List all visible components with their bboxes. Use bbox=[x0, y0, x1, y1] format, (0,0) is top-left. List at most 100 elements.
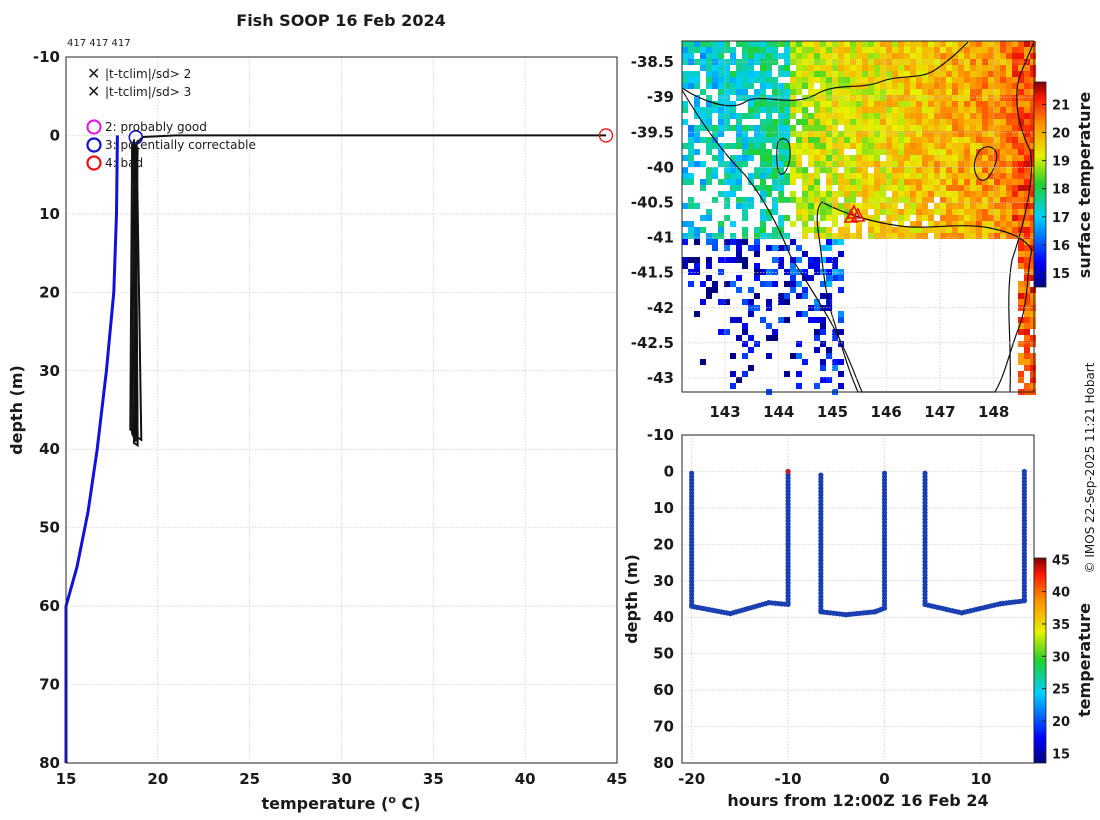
sst-cell bbox=[940, 77, 946, 83]
sst-cell bbox=[922, 41, 928, 47]
sst-cell bbox=[796, 341, 802, 347]
sst-cell bbox=[850, 71, 856, 77]
sst-cell bbox=[694, 239, 700, 245]
sst-cell bbox=[952, 77, 958, 83]
sst-cell bbox=[928, 77, 934, 83]
sst-cell bbox=[736, 89, 742, 95]
sst-cell bbox=[760, 53, 766, 59]
sst-cell bbox=[1024, 41, 1030, 47]
sst-cell bbox=[784, 197, 790, 203]
sst-cell bbox=[1024, 101, 1030, 107]
sst-cell bbox=[820, 227, 826, 233]
sst-cell bbox=[1006, 185, 1012, 191]
sst-cell bbox=[910, 209, 916, 215]
map-y-tick: -39.5 bbox=[631, 123, 674, 141]
sst-cell bbox=[934, 101, 940, 107]
sst-cell bbox=[1018, 299, 1024, 305]
sst-cell bbox=[784, 299, 790, 305]
sst-cell bbox=[934, 149, 940, 155]
sst-cell bbox=[736, 239, 742, 245]
sst-cell bbox=[970, 221, 976, 227]
sst-cell bbox=[880, 95, 886, 101]
sst-cell bbox=[772, 161, 778, 167]
sst-cell bbox=[916, 107, 922, 113]
sst-cell bbox=[748, 335, 754, 341]
sst-cell bbox=[970, 179, 976, 185]
sst-cell bbox=[808, 83, 814, 89]
sst-cell bbox=[886, 101, 892, 107]
sst-cell bbox=[970, 83, 976, 89]
sst-cell bbox=[796, 137, 802, 143]
sst-cell bbox=[802, 137, 808, 143]
sst-cell bbox=[790, 95, 796, 101]
sst-cell bbox=[898, 197, 904, 203]
sst-cell bbox=[682, 233, 688, 239]
sst-cell bbox=[892, 89, 898, 95]
sst-cell bbox=[802, 185, 808, 191]
section-point bbox=[1021, 598, 1027, 604]
sst-cell bbox=[784, 281, 790, 287]
sst-cell bbox=[976, 191, 982, 197]
sst-cell bbox=[910, 107, 916, 113]
sst-cell bbox=[688, 197, 694, 203]
sst-cell bbox=[1024, 263, 1030, 269]
sst-cell bbox=[772, 101, 778, 107]
sst-cell bbox=[724, 281, 730, 287]
sst-cell bbox=[934, 173, 940, 179]
sst-cell bbox=[1030, 113, 1036, 119]
sst-cell bbox=[922, 83, 928, 89]
sst-cell bbox=[964, 203, 970, 209]
sst-cell bbox=[742, 209, 748, 215]
sst-cell bbox=[868, 125, 874, 131]
sst-cell bbox=[1024, 179, 1030, 185]
sst-cell bbox=[748, 287, 754, 293]
sst-cell bbox=[778, 119, 784, 125]
sst-cell bbox=[988, 161, 994, 167]
sst-cell bbox=[832, 197, 838, 203]
sst-cell bbox=[718, 107, 724, 113]
sst-cell bbox=[874, 233, 880, 239]
sst-cell bbox=[1030, 353, 1036, 359]
sst-cell bbox=[1018, 263, 1024, 269]
sst-cell bbox=[1024, 311, 1030, 317]
sst-cell bbox=[712, 41, 718, 47]
sst-cell bbox=[976, 95, 982, 101]
sst-cell bbox=[796, 209, 802, 215]
profile-x-tick: 25 bbox=[239, 770, 260, 788]
sst-cell bbox=[796, 311, 802, 317]
sst-cell bbox=[832, 41, 838, 47]
sst-cell bbox=[814, 191, 820, 197]
sst-cell bbox=[844, 53, 850, 59]
legend-qc-2: 2: probably good bbox=[86, 119, 207, 135]
sst-cell bbox=[1030, 173, 1036, 179]
map-ticks: 143 144 145 146 147 148-38.5-39-39.5-40-40.5-… bbox=[631, 53, 1010, 421]
sst-cell bbox=[760, 131, 766, 137]
sst-cell bbox=[916, 149, 922, 155]
sst-cell bbox=[802, 215, 808, 221]
sst-cell bbox=[1030, 257, 1036, 263]
sst-cell bbox=[910, 65, 916, 71]
sst-cell bbox=[970, 53, 976, 59]
sst-cell bbox=[688, 53, 694, 59]
sst-cell bbox=[838, 251, 844, 257]
magenta-circle-icon bbox=[86, 119, 102, 135]
sst-cell bbox=[814, 299, 820, 305]
sst-cell bbox=[862, 143, 868, 149]
sst-cell bbox=[700, 89, 706, 95]
profile-x-tick: 30 bbox=[331, 770, 352, 788]
sst-cell bbox=[940, 113, 946, 119]
sst-cell bbox=[1024, 275, 1030, 281]
sst-cell bbox=[742, 143, 748, 149]
sst-cell bbox=[832, 263, 838, 269]
sst-cell bbox=[1030, 185, 1036, 191]
sst-cell bbox=[934, 179, 940, 185]
sst-cell bbox=[796, 53, 802, 59]
sst-cell bbox=[874, 191, 880, 197]
sst-cell bbox=[1018, 107, 1024, 113]
sst-cell bbox=[934, 77, 940, 83]
sst-cell bbox=[844, 47, 850, 53]
sst-cell bbox=[934, 41, 940, 47]
sst-cell bbox=[754, 137, 760, 143]
map-x-tick: 143 bbox=[709, 403, 740, 421]
sst-cell bbox=[814, 113, 820, 119]
